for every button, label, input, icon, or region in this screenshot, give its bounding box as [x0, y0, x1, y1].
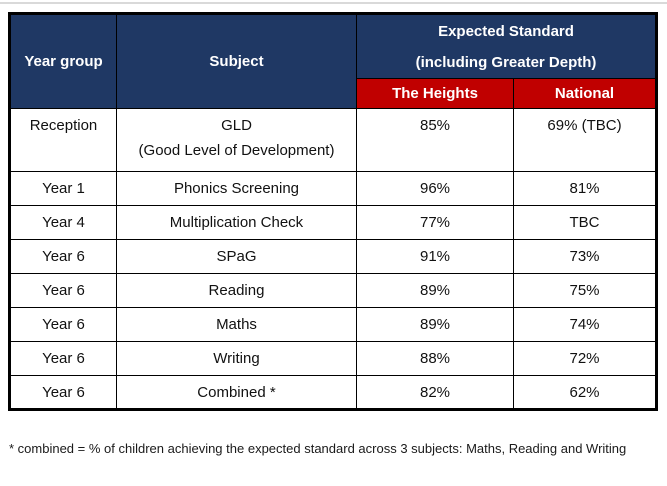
- cell-subject: Multiplication Check: [116, 205, 357, 240]
- cell-heights-value: 89%: [356, 273, 514, 308]
- table-row-year6-spag: Year 6 SPaG 91% 73%: [9, 239, 657, 274]
- cell-national-value: 74%: [513, 307, 657, 342]
- header-national: National: [513, 78, 657, 109]
- cell-year-group: Year 6: [9, 239, 117, 274]
- top-divider: [0, 2, 667, 4]
- header-row-sub: The Heights National: [10, 78, 657, 109]
- cell-heights-value: 91%: [356, 239, 514, 274]
- cell-heights-value: 82%: [356, 375, 514, 410]
- cell-national-value: 73%: [513, 239, 657, 274]
- header-expected-standard: Expected Standard (including Greater Dep…: [356, 13, 657, 79]
- cell-year-group: Year 4: [9, 205, 117, 240]
- subject-line1: GLD: [221, 117, 252, 134]
- header-year-group: Year group: [9, 13, 117, 109]
- table-row-year6-combined: Year 6 Combined * 82% 62%: [9, 375, 657, 410]
- cell-subject: Writing: [116, 341, 357, 376]
- table-row-year1: Year 1 Phonics Screening 96% 81%: [9, 171, 657, 206]
- cell-year-group: Year 6: [9, 273, 117, 308]
- table-row-year6-maths: Year 6 Maths 89% 74%: [9, 307, 657, 342]
- footnote: * combined = % of children achieving the…: [9, 441, 627, 456]
- table-row-reception: Reception GLD (Good Level of Development…: [9, 108, 657, 172]
- cell-national-value: 72%: [513, 341, 657, 376]
- cell-heights-value: 89%: [356, 307, 514, 342]
- cell-year-group: Year 6: [9, 375, 117, 410]
- cell-national-value: 62%: [513, 375, 657, 410]
- subject-line2: (Good Level of Development): [138, 142, 335, 159]
- cell-subject: Phonics Screening: [116, 171, 357, 206]
- expected-standard-line2: (including Greater Depth): [415, 53, 597, 71]
- cell-heights-value: 96%: [356, 171, 514, 206]
- header-the-heights: The Heights: [356, 78, 514, 109]
- cell-year-group: Year 6: [9, 341, 117, 376]
- cell-year-group: Year 1: [9, 171, 117, 206]
- table-row-year6-writing: Year 6 Writing 88% 72%: [9, 341, 657, 376]
- cell-subject: Combined *: [116, 375, 357, 410]
- cell-year-group: Year 6: [9, 307, 117, 342]
- cell-national-value: TBC: [513, 205, 657, 240]
- cell-heights-value: 88%: [356, 341, 514, 376]
- cell-year-group: Reception: [9, 108, 117, 172]
- cell-national-value: 75%: [513, 273, 657, 308]
- cell-national-value: 69% (TBC): [513, 108, 657, 172]
- header-subject: Subject: [116, 13, 357, 109]
- expected-standard-line1: Expected Standard: [438, 22, 574, 40]
- header-row-main: Year group Subject Expected Standard (in…: [9, 13, 657, 109]
- results-table: Year group Subject Expected Standard (in…: [8, 12, 658, 411]
- cell-subject: Maths: [116, 307, 357, 342]
- cell-heights-value: 85%: [356, 108, 514, 172]
- table-row-year6-reading: Year 6 Reading 89% 75%: [9, 273, 657, 308]
- cell-heights-value: 77%: [356, 205, 514, 240]
- cell-national-value: 81%: [513, 171, 657, 206]
- table-row-year4: Year 4 Multiplication Check 77% TBC: [9, 205, 657, 240]
- cell-subject: GLD (Good Level of Development): [116, 108, 357, 172]
- cell-subject: Reading: [116, 273, 357, 308]
- cell-subject: SPaG: [116, 239, 357, 274]
